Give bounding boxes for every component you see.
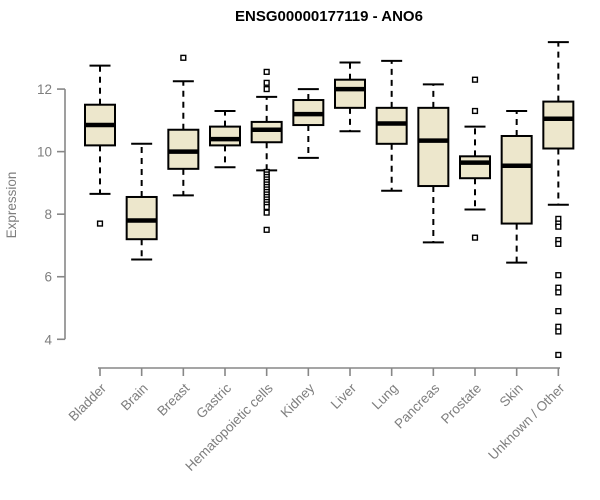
outlier-point	[96, 220, 104, 227]
x-tick-label-liver: Liver	[328, 380, 360, 412]
box-group-lung	[375, 59, 408, 192]
box-brain	[125, 195, 158, 241]
box-liver	[334, 78, 367, 109]
y-tick-label: 4	[44, 332, 52, 347]
outlier-point	[471, 107, 479, 115]
box-skin	[500, 134, 533, 225]
x-tick-label-skin: Skin	[497, 381, 526, 410]
outlier-point	[471, 234, 479, 241]
box-group-kidney	[292, 88, 325, 159]
box-group-pancreas	[417, 83, 450, 244]
box-group-brain	[125, 142, 158, 261]
box-group-breast	[167, 54, 200, 197]
outlier-point	[263, 68, 270, 75]
box-pancreas	[417, 106, 450, 188]
y-tick-label: 12	[37, 82, 52, 97]
outlier-point	[263, 209, 270, 216]
outlier-point	[263, 79, 270, 86]
x-tick-label-pancreas: Pancreas	[392, 380, 443, 431]
x-tick-label-gastric: Gastric	[193, 380, 234, 421]
outlier-point	[263, 203, 270, 211]
y-axis-label: Expression	[4, 172, 19, 239]
outlier-point	[471, 76, 479, 83]
x-tick-label-unknown-other: Unknown / Other	[485, 380, 568, 463]
x-tick-label-kidney: Kidney	[278, 380, 318, 420]
box-unknown-other	[542, 100, 575, 150]
x-tick-label-prostate: Prostate	[438, 381, 484, 427]
box-group-hematopoietic-cells	[250, 68, 283, 233]
outlier-point	[555, 223, 562, 230]
box-breast	[167, 128, 200, 170]
box-group-skin	[500, 109, 533, 264]
x-tick-label-breast: Breast	[154, 380, 192, 418]
box-gastric	[209, 125, 242, 147]
outlier-point	[180, 54, 187, 61]
outlier-point	[555, 240, 562, 247]
x-tick-label-bladder: Bladder	[66, 380, 110, 424]
box-group-unknown-other	[542, 41, 575, 359]
x-tick-label-brain: Brain	[118, 381, 151, 414]
outlier-point	[555, 328, 562, 335]
box-prostate	[459, 155, 492, 180]
box-group-gastric	[209, 109, 242, 169]
outlier-point	[555, 308, 562, 315]
y-tick-label: 10	[37, 145, 52, 160]
outlier-point	[555, 272, 562, 279]
box-group-bladder	[84, 64, 116, 227]
y-tick-label: 8	[44, 207, 52, 222]
chart-title: ENSG00000177119 - ANO6	[235, 8, 423, 25]
outlier-point	[555, 351, 562, 359]
box-group-prostate	[459, 76, 492, 241]
box-group-liver	[334, 61, 367, 133]
outlier-point	[263, 85, 270, 93]
box-hematopoietic-cells	[250, 120, 283, 144]
outlier-point	[263, 226, 270, 233]
outlier-point	[555, 289, 562, 296]
boxplot-series	[84, 41, 575, 359]
y-tick-label: 6	[44, 270, 52, 285]
x-tick-label-lung: Lung	[369, 381, 401, 413]
box-lung	[375, 106, 408, 145]
